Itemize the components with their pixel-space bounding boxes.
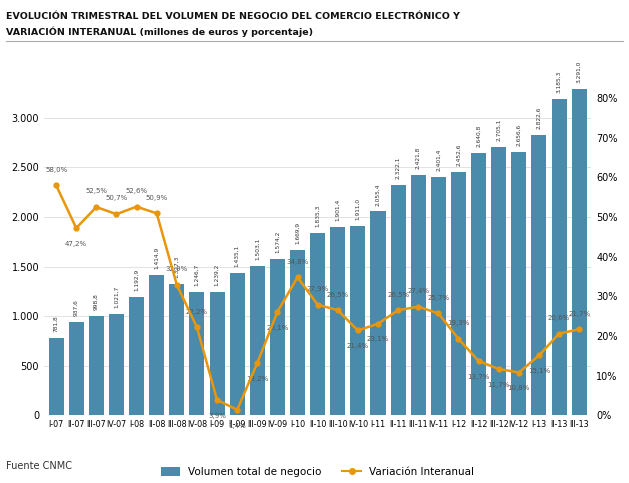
Text: 2.822,6: 2.822,6 <box>537 107 542 129</box>
Text: 25,7%: 25,7% <box>427 295 449 301</box>
Bar <box>511 152 526 415</box>
Bar <box>350 226 365 415</box>
Text: 2.705,1: 2.705,1 <box>496 119 501 141</box>
Bar <box>209 292 225 415</box>
Text: 3.185,3: 3.185,3 <box>557 71 562 93</box>
Text: 27,4%: 27,4% <box>407 288 430 294</box>
Bar <box>230 273 245 415</box>
Bar <box>149 275 164 415</box>
Text: 1.021,7: 1.021,7 <box>114 286 119 308</box>
Text: 27,9%: 27,9% <box>306 286 329 292</box>
Text: 50,9%: 50,9% <box>145 195 168 201</box>
Text: 26,5%: 26,5% <box>387 292 409 298</box>
Text: 2.055,4: 2.055,4 <box>376 183 381 205</box>
Text: 2.656,6: 2.656,6 <box>516 124 521 146</box>
Bar <box>310 233 325 415</box>
Text: 34,8%: 34,8% <box>286 258 309 265</box>
Bar <box>330 227 345 415</box>
Text: 52,5%: 52,5% <box>86 188 108 194</box>
Text: 1.239,2: 1.239,2 <box>214 264 220 286</box>
Bar <box>250 266 265 415</box>
Text: 19,3%: 19,3% <box>447 320 470 326</box>
Text: 58,0%: 58,0% <box>45 167 67 172</box>
Text: 3,9%: 3,9% <box>208 412 226 419</box>
Text: 21,4%: 21,4% <box>347 343 369 349</box>
Text: 50,7%: 50,7% <box>105 196 128 201</box>
Text: 23,1%: 23,1% <box>367 336 389 342</box>
Bar <box>189 292 204 415</box>
Text: 20,6%: 20,6% <box>548 315 571 321</box>
Text: 1.192,9: 1.192,9 <box>134 269 139 291</box>
Text: 26,5%: 26,5% <box>326 292 349 298</box>
Bar <box>532 135 547 415</box>
Text: 52,6%: 52,6% <box>126 188 148 194</box>
Text: 47,2%: 47,2% <box>65 241 87 247</box>
Bar <box>491 147 506 415</box>
Text: 1.246,7: 1.246,7 <box>194 264 199 286</box>
Text: 2.421,8: 2.421,8 <box>416 147 421 169</box>
Text: 1,4%: 1,4% <box>228 423 246 428</box>
Text: 2.401,4: 2.401,4 <box>436 149 441 171</box>
Text: 3.291,0: 3.291,0 <box>577 60 582 83</box>
Text: 2.452,6: 2.452,6 <box>456 144 461 166</box>
Text: 937,6: 937,6 <box>74 299 79 316</box>
Text: 13,7%: 13,7% <box>467 374 490 380</box>
Bar <box>451 172 466 415</box>
Bar <box>48 338 64 415</box>
Text: 26,1%: 26,1% <box>266 325 289 330</box>
Text: 1.327,3: 1.327,3 <box>174 256 179 278</box>
Text: 1.835,3: 1.835,3 <box>315 205 320 227</box>
Text: VARIACIÓN INTERANUAL (millones de euros y porcentaje): VARIACIÓN INTERANUAL (millones de euros … <box>6 27 313 37</box>
Text: 1.911,0: 1.911,0 <box>355 198 360 220</box>
Text: 1.574,2: 1.574,2 <box>275 231 280 253</box>
Bar <box>391 185 406 415</box>
Text: 2.640,8: 2.640,8 <box>476 125 481 147</box>
Bar <box>431 177 446 415</box>
Text: Fuente CNMC: Fuente CNMC <box>6 461 72 471</box>
Text: 2.322,1: 2.322,1 <box>396 156 401 179</box>
Text: 781,8: 781,8 <box>53 315 58 332</box>
Text: 22,2%: 22,2% <box>186 309 208 314</box>
Bar <box>370 212 386 415</box>
Bar <box>109 314 124 415</box>
Text: 1.435,1: 1.435,1 <box>235 245 240 267</box>
Text: 21,7%: 21,7% <box>568 311 590 316</box>
Bar <box>471 154 486 415</box>
Text: 1.669,9: 1.669,9 <box>295 222 300 244</box>
Text: 11,7%: 11,7% <box>487 382 510 388</box>
Bar <box>411 175 426 415</box>
Bar <box>89 316 104 415</box>
Text: 998,8: 998,8 <box>94 294 99 311</box>
Bar <box>69 322 84 415</box>
Text: 13,2%: 13,2% <box>246 376 269 382</box>
Bar <box>270 259 285 415</box>
Text: 10,8%: 10,8% <box>508 385 530 391</box>
Text: 1.414,9: 1.414,9 <box>154 247 159 269</box>
Legend: Volumen total de negocio, Variación Interanual: Volumen total de negocio, Variación Inte… <box>157 463 479 481</box>
Bar <box>552 99 567 415</box>
Text: 32,9%: 32,9% <box>165 266 188 272</box>
Text: 1.503,1: 1.503,1 <box>255 238 260 260</box>
Bar <box>290 250 305 415</box>
Bar <box>169 284 184 415</box>
Text: EVOLUCIÓN TRIMESTRAL DEL VOLUMEN DE NEGOCIO DEL COMERCIO ELECTRÓNICO Y: EVOLUCIÓN TRIMESTRAL DEL VOLUMEN DE NEGO… <box>6 12 460 21</box>
Bar <box>572 89 587 415</box>
Text: 15,1%: 15,1% <box>528 368 550 374</box>
Text: 1.901,4: 1.901,4 <box>335 199 340 221</box>
Bar <box>129 297 144 415</box>
